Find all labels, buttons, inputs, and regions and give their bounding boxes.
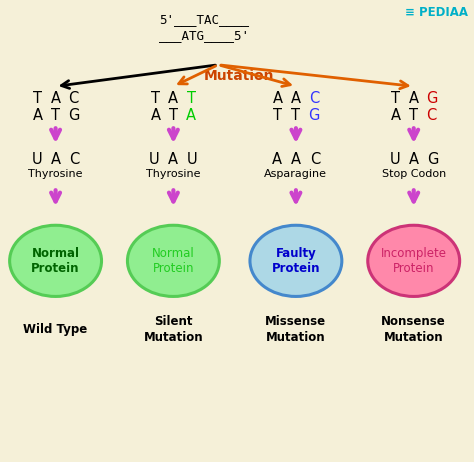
Text: Nonsense
Mutation: Nonsense Mutation — [382, 315, 446, 344]
Text: Thyrosine: Thyrosine — [146, 169, 201, 179]
Text: Wild Type: Wild Type — [23, 323, 88, 336]
Text: G: G — [426, 91, 438, 106]
Text: ≡ PEDIAA: ≡ PEDIAA — [405, 6, 468, 19]
Text: A: A — [150, 108, 161, 123]
Text: A: A — [186, 108, 196, 123]
Text: T: T — [273, 108, 283, 123]
Text: Mutation: Mutation — [204, 69, 274, 83]
Text: A: A — [51, 152, 61, 167]
Text: Incomplete
Protein: Incomplete Protein — [381, 247, 447, 275]
Text: Silent
Mutation: Silent Mutation — [144, 315, 203, 344]
Text: Faulty
Protein: Faulty Protein — [272, 247, 320, 275]
Text: T: T — [409, 108, 418, 123]
Text: C: C — [68, 91, 79, 106]
Text: T: T — [187, 91, 196, 106]
Text: T: T — [292, 108, 301, 123]
Text: ___ATG____5': ___ATG____5' — [159, 29, 249, 43]
Text: C: C — [310, 152, 320, 167]
Text: A: A — [168, 91, 178, 106]
Text: T: T — [51, 108, 60, 123]
Text: A: A — [51, 91, 61, 106]
Text: T: T — [151, 91, 160, 106]
Text: A: A — [291, 91, 301, 106]
Text: C: C — [309, 91, 319, 106]
Text: Normal
Protein: Normal Protein — [152, 247, 195, 275]
Text: 5'___TAC____: 5'___TAC____ — [159, 13, 249, 26]
Text: A: A — [391, 108, 401, 123]
Text: A: A — [33, 108, 43, 123]
Ellipse shape — [250, 225, 342, 297]
Text: T: T — [169, 108, 178, 123]
Text: T: T — [392, 91, 401, 106]
Text: A: A — [168, 152, 178, 167]
Text: Normal
Protein: Normal Protein — [31, 247, 80, 275]
Text: A: A — [272, 152, 282, 167]
Text: C: C — [69, 152, 80, 167]
Text: U: U — [31, 152, 42, 167]
Text: A: A — [273, 91, 283, 106]
Text: U: U — [149, 152, 160, 167]
Text: A: A — [409, 152, 419, 167]
Text: A: A — [291, 152, 301, 167]
Ellipse shape — [368, 225, 460, 297]
Text: Missense
Mutation: Missense Mutation — [265, 315, 327, 344]
Text: Asparagine: Asparagine — [264, 169, 328, 179]
Text: U: U — [390, 152, 400, 167]
Text: C: C — [427, 108, 437, 123]
Ellipse shape — [9, 225, 101, 297]
Text: G: G — [308, 108, 319, 123]
Text: U: U — [187, 152, 198, 167]
Text: T: T — [33, 91, 42, 106]
Ellipse shape — [128, 225, 219, 297]
Text: G: G — [68, 108, 79, 123]
Text: A: A — [409, 91, 419, 106]
Text: G: G — [427, 152, 438, 167]
Text: Thyrosine: Thyrosine — [28, 169, 83, 179]
Text: Stop Codon: Stop Codon — [382, 169, 446, 179]
